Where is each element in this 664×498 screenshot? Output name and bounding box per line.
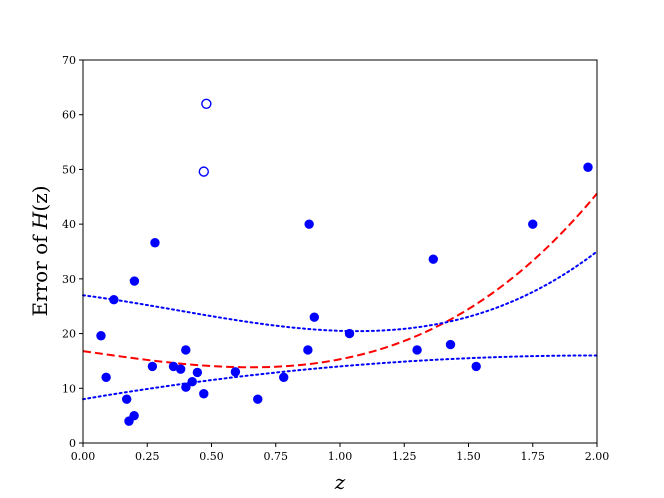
x-axis-ticks: 0.00 0.25 0.50 0.75 1.00 1.25 1.50 1.75 2.00 (71, 443, 610, 463)
y-tick-label: 40 (62, 218, 76, 231)
x-tick-label: 1.50 (456, 450, 481, 463)
plot-background (83, 60, 597, 443)
fit-curve-dashed (82, 192, 598, 369)
x-tick-label: 0.75 (264, 450, 289, 463)
bound-curve-dotted-2 (82, 354, 598, 401)
data-point-open (198, 166, 209, 177)
y-tick-label: 30 (62, 273, 76, 286)
data-point (101, 372, 111, 383)
data-point (147, 361, 158, 372)
x-tick-label: 0.50 (199, 450, 224, 463)
y-tick-label: 70 (62, 54, 76, 67)
data-point (309, 312, 319, 322)
data-point (445, 339, 456, 350)
x-tick-label: 1.75 (521, 450, 546, 463)
x-axis-label: z (334, 470, 346, 494)
x-tick-label: 2.00 (585, 450, 610, 463)
data-point (129, 276, 140, 286)
data-point (344, 328, 355, 339)
data-point (253, 394, 263, 404)
data-point (150, 238, 160, 248)
y-tick-label: 10 (62, 382, 76, 395)
y-axis-label-arg: (z) (28, 185, 52, 211)
data-point (428, 254, 438, 264)
data-point-open (201, 98, 212, 109)
data-point (109, 294, 119, 305)
data-point (279, 372, 289, 383)
data-point (230, 367, 241, 377)
y-axis-label: Error of H(z) (28, 185, 52, 316)
data-point (303, 345, 313, 355)
data-point (129, 410, 139, 421)
data-point (168, 361, 179, 372)
fit-curves (82, 192, 598, 401)
x-tick-label: 0.00 (71, 450, 96, 463)
data-point (192, 367, 203, 378)
y-axis-label-func: H (28, 211, 52, 230)
x-tick-label: 1.25 (392, 450, 417, 463)
bound-curve-dotted-1 (82, 250, 598, 333)
data-point (304, 219, 314, 229)
y-tick-label: 50 (62, 163, 76, 176)
y-tick-label: 20 (62, 328, 76, 341)
y-axis-label-prefix: Error of (28, 229, 52, 316)
x-tick-label: 1.00 (328, 450, 353, 463)
y-tick-label: 0 (69, 437, 76, 450)
y-axis-ticks: 0 10 20 30 40 50 60 70 (62, 54, 83, 450)
x-tick-label: 0.25 (135, 450, 160, 463)
data-point (96, 331, 106, 341)
data-points (96, 98, 593, 426)
data-point (471, 361, 481, 372)
data-point (412, 345, 422, 355)
data-point (175, 364, 186, 374)
data-point (528, 219, 538, 229)
data-point (181, 382, 191, 392)
data-point (187, 377, 197, 387)
data-point (181, 345, 191, 355)
y-tick-label: 60 (62, 109, 76, 122)
data-point (583, 162, 593, 172)
data-point (121, 394, 132, 404)
data-point (199, 389, 209, 399)
